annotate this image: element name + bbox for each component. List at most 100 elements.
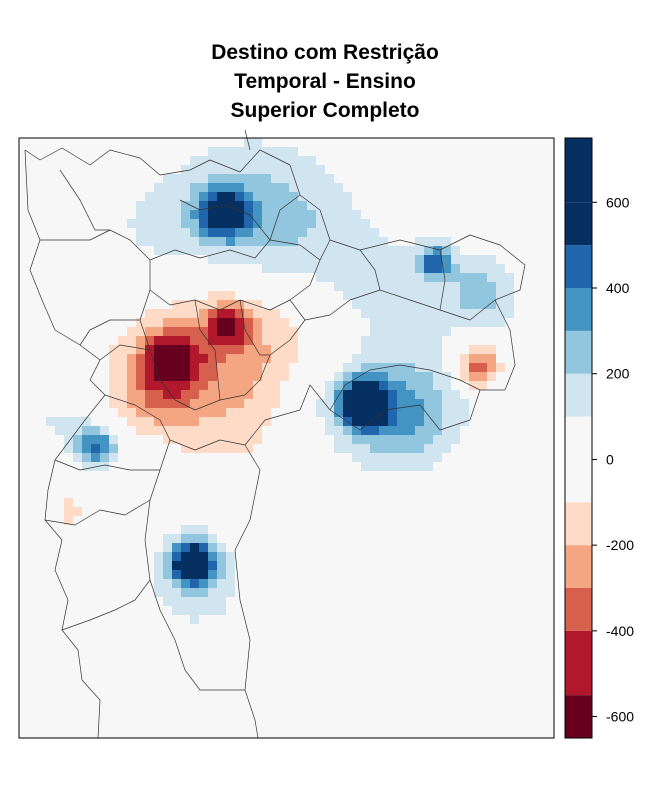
raster-cell (370, 246, 379, 255)
raster-cell (271, 336, 280, 345)
raster-cell (226, 336, 235, 345)
raster-cell (334, 282, 343, 291)
raster-cell (289, 165, 298, 174)
raster-cell (190, 561, 199, 570)
raster-cell (478, 372, 487, 381)
raster-cell (145, 381, 154, 390)
raster-cell (433, 273, 442, 282)
raster-cell (469, 309, 478, 318)
raster-cell (172, 426, 181, 435)
raster-cell (199, 570, 208, 579)
raster-cell (271, 363, 280, 372)
raster-cell (442, 399, 451, 408)
raster-cell (496, 363, 505, 372)
raster-cell (460, 363, 469, 372)
raster-cell (370, 381, 379, 390)
raster-cell (352, 381, 361, 390)
raster-cell (217, 543, 226, 552)
raster-cell (361, 237, 370, 246)
raster-cell (352, 264, 361, 273)
raster-cell (172, 570, 181, 579)
raster-cell (406, 318, 415, 327)
raster-cell (280, 156, 289, 165)
raster-cell (217, 435, 226, 444)
raster-cell (406, 417, 415, 426)
raster-cell (226, 255, 235, 264)
legend-tick-label: 0 (606, 451, 614, 467)
raster-cell (388, 381, 397, 390)
raster-cell (361, 462, 370, 471)
raster-cell (379, 381, 388, 390)
raster-cell (388, 345, 397, 354)
raster-cell (271, 192, 280, 201)
raster-cell (307, 183, 316, 192)
district-boundary (269, 194, 301, 241)
raster-cell (262, 309, 271, 318)
raster-cell (262, 417, 271, 426)
raster-cell (316, 210, 325, 219)
raster-cell (82, 462, 91, 471)
raster-cell (136, 390, 145, 399)
raster-cell (406, 444, 415, 453)
raster-cell (172, 300, 181, 309)
raster-cell (289, 201, 298, 210)
raster-cell (487, 300, 496, 309)
raster-cell (325, 255, 334, 264)
raster-cell (289, 147, 298, 156)
raster-cell (217, 291, 226, 300)
raster-cell (487, 273, 496, 282)
raster-cell (199, 192, 208, 201)
raster-cell (433, 318, 442, 327)
raster-cell (415, 246, 424, 255)
raster-cell (145, 228, 154, 237)
raster-cell (226, 354, 235, 363)
raster-cell (316, 183, 325, 192)
raster-cell (406, 453, 415, 462)
raster-cell (199, 228, 208, 237)
district-boundary (24, 149, 106, 739)
raster-cell (91, 453, 100, 462)
raster-cell (154, 309, 163, 318)
district-boundary (359, 249, 381, 291)
raster-cell (145, 372, 154, 381)
raster-cell (343, 192, 352, 201)
raster-cell (181, 327, 190, 336)
raster-cell (181, 246, 190, 255)
raster-cell (325, 228, 334, 237)
raster-cell (316, 237, 325, 246)
raster-cell (379, 345, 388, 354)
raster-cell (253, 228, 262, 237)
raster-cell (244, 354, 253, 363)
raster-cell (460, 273, 469, 282)
raster-cell (208, 354, 217, 363)
raster-cell (172, 336, 181, 345)
raster-cell (307, 237, 316, 246)
raster-cell (496, 309, 505, 318)
raster-cell (190, 183, 199, 192)
raster-cell (415, 273, 424, 282)
raster-cell (199, 597, 208, 606)
raster-cell (217, 408, 226, 417)
district-boundary (61, 579, 151, 631)
raster-cell (118, 408, 127, 417)
raster-cell (118, 354, 127, 363)
raster-cell (226, 156, 235, 165)
raster-cell (343, 237, 352, 246)
raster-cell (379, 462, 388, 471)
raster-cell (127, 408, 136, 417)
raster-cell (199, 552, 208, 561)
raster-cell (415, 345, 424, 354)
raster-cell (235, 444, 244, 453)
raster-cell (136, 336, 145, 345)
raster-cell (424, 399, 433, 408)
raster-cell (262, 345, 271, 354)
raster-cell (190, 174, 199, 183)
raster-cell (226, 426, 235, 435)
raster-cell (271, 147, 280, 156)
raster-cell (316, 264, 325, 273)
raster-cell (235, 345, 244, 354)
legend-swatch (565, 288, 592, 331)
raster-cell (154, 201, 163, 210)
raster-cell (307, 246, 316, 255)
raster-cell (100, 426, 109, 435)
